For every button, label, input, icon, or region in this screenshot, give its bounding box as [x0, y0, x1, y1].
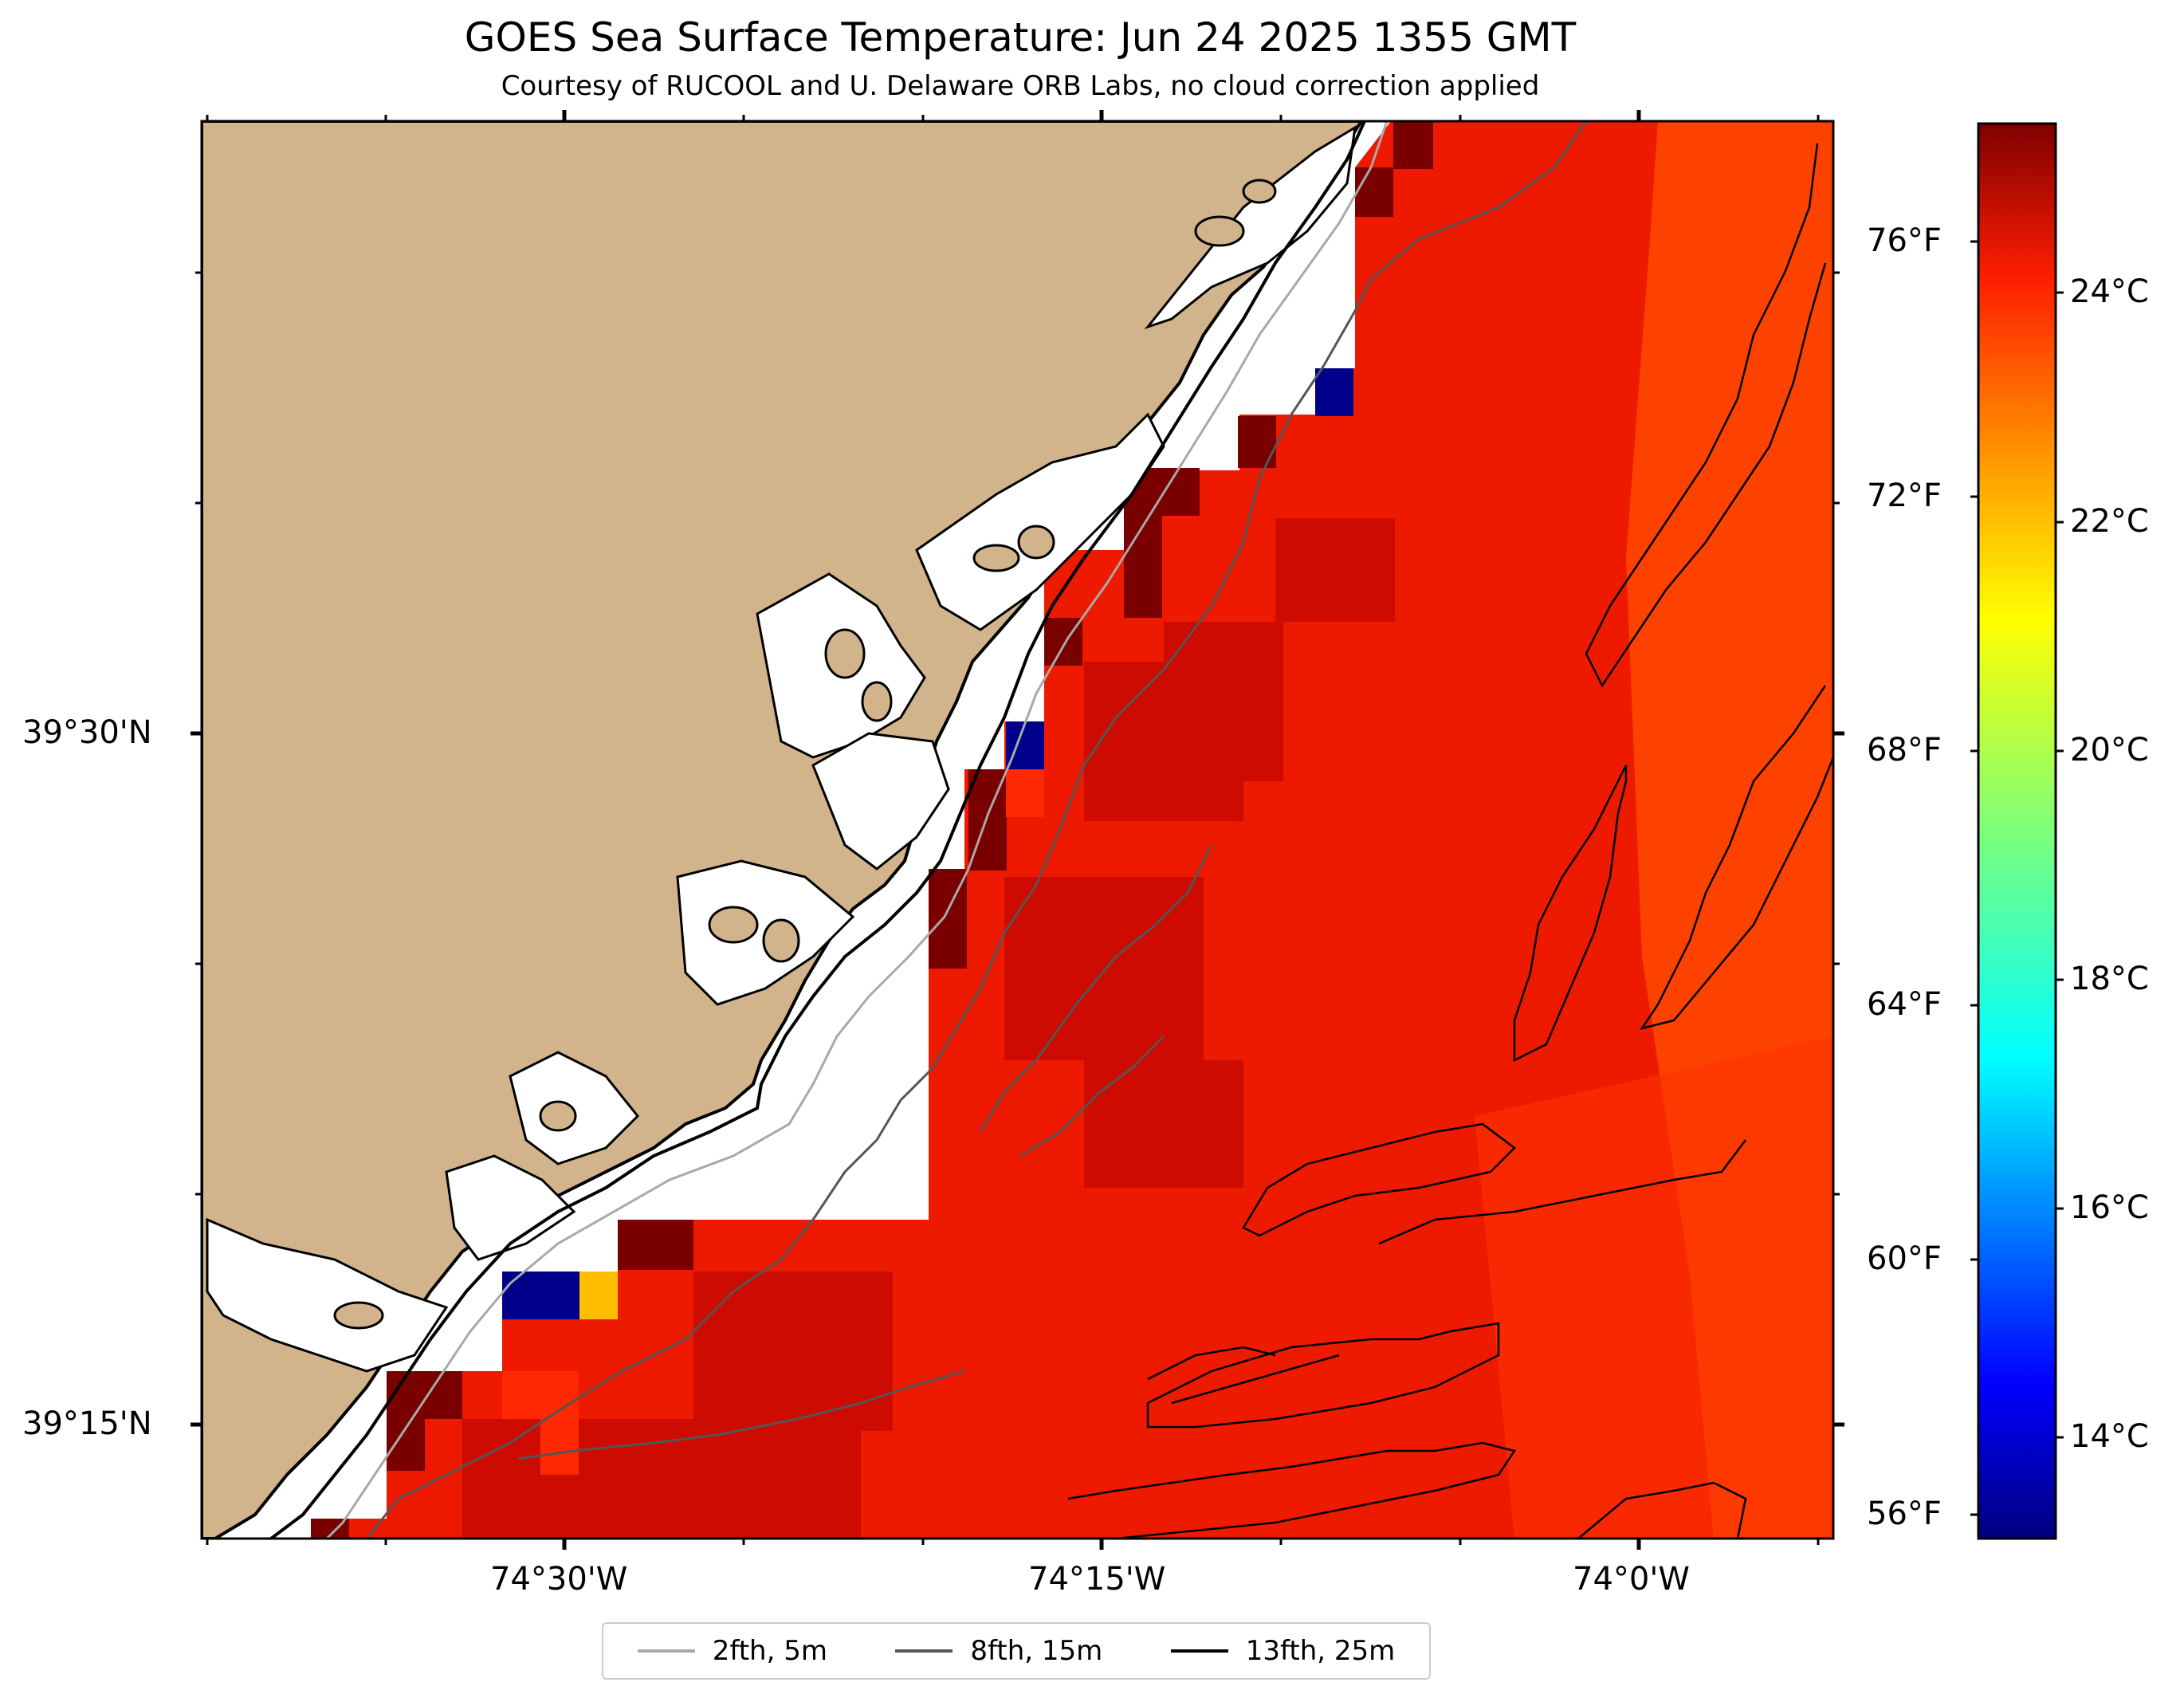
barrier-island: [269, 121, 1366, 1539]
colorbar-c-label: 20°C: [2070, 732, 2149, 768]
lon-label: 74°30'W: [490, 1561, 628, 1598]
legend-swatch: [895, 1649, 953, 1653]
legend-label: 2fth, 5m: [712, 1635, 827, 1667]
sst-offshore-warm-2: [1475, 1036, 1833, 1539]
colorbar-c-label: 24°C: [2070, 273, 2149, 310]
colorbar-f-label: 72°F: [1867, 478, 1942, 514]
colorbar-f-label: 64°F: [1867, 986, 1942, 1023]
colorbar-c-label: 18°C: [2070, 961, 2149, 997]
colorbar-f-label: 76°F: [1867, 222, 1942, 259]
lat-label: 39°30'N: [22, 714, 152, 751]
marsh-islands: [333, 179, 1277, 1330]
contour-8fth: [365, 121, 1588, 1539]
colorbar-f-label: 60°F: [1867, 1240, 1942, 1277]
colorbar-c-label: 14°C: [2070, 1418, 2149, 1455]
contour-legend: 2fth, 5m 8fth, 15m 13fth, 25m: [602, 1622, 1431, 1680]
sst-field: [311, 121, 1833, 1539]
colorbar: [1977, 122, 2057, 1540]
lon-label: 74°15'W: [1028, 1561, 1166, 1598]
contour-2fth: [325, 121, 1389, 1539]
sst-mid-dark-pixels: [462, 518, 1395, 1539]
legend-swatch: [637, 1649, 695, 1653]
legend-label: 13fth, 25m: [1245, 1635, 1396, 1667]
colorbar-c-label: 16°C: [2070, 1189, 2149, 1226]
sst-anomaly-pixels: [502, 368, 1353, 1475]
legend-item-13fth: 13fth, 25m: [1170, 1635, 1396, 1667]
legend-item-8fth: 8fth, 15m: [895, 1635, 1102, 1667]
legend-item-2fth: 2fth, 5m: [637, 1635, 827, 1667]
legend-swatch: [1170, 1649, 1228, 1653]
map-frame: [200, 120, 1835, 1540]
lat-label: 39°15'N: [22, 1405, 152, 1442]
map-subtitle: Courtesy of RUCOOL and U. Delaware ORB L…: [501, 70, 1540, 102]
colorbar-f-label: 68°F: [1867, 732, 1942, 768]
legend-label: 8fth, 15m: [970, 1635, 1103, 1667]
map-title: GOES Sea Surface Temperature: Jun 24 202…: [464, 14, 1577, 61]
colorbar-ticks: [1970, 240, 2064, 1516]
colorbar-f-label: 56°F: [1867, 1496, 1942, 1532]
lon-label: 74°0'W: [1573, 1561, 1690, 1598]
colorbar-c-label: 22°C: [2070, 503, 2149, 540]
axis-ticks: [191, 110, 1844, 1550]
contour-13fth: [1067, 143, 1833, 1539]
